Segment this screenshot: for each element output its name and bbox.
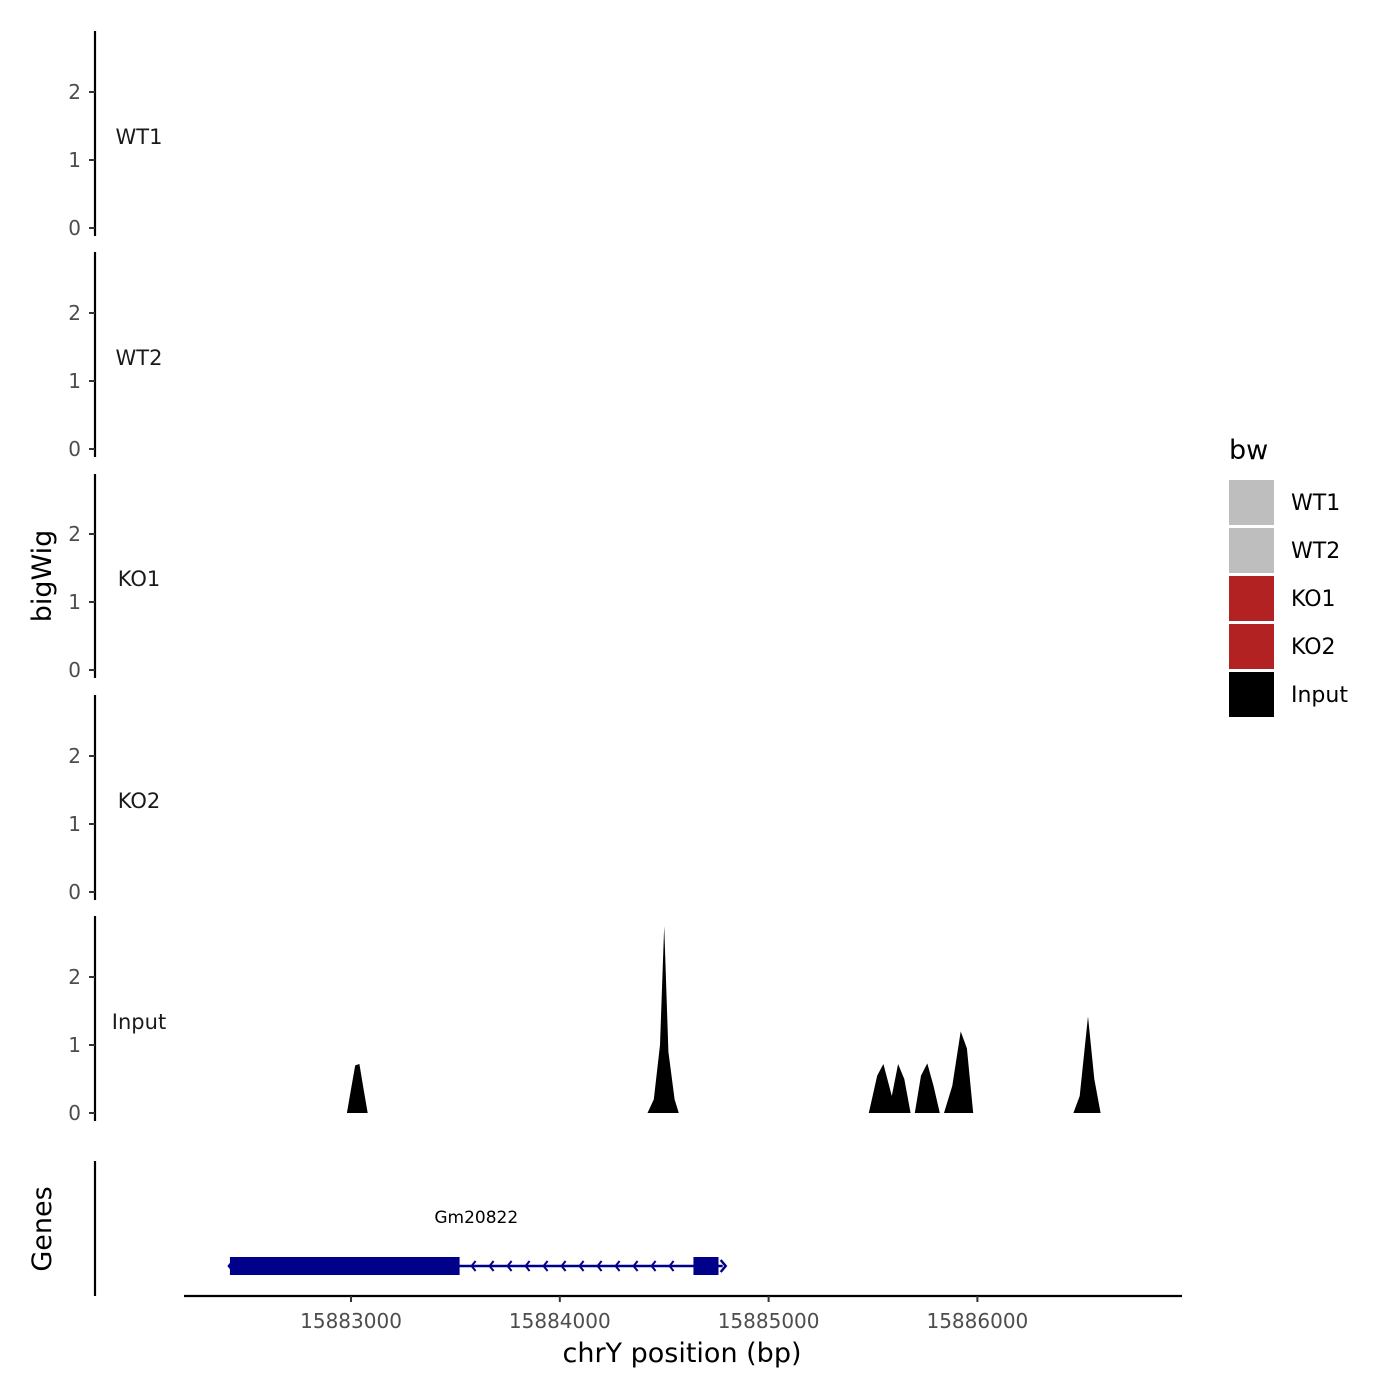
y-tick-label: 1 [68,369,81,393]
track-wt2: 0 1 2 WT2 [68,252,162,461]
legend-swatch [1229,624,1274,669]
gene-exon [229,1257,460,1275]
track-label: KO2 [118,789,161,813]
legend-item-ko2: KO2 [1229,624,1336,669]
legend-item-wt1: WT1 [1229,480,1340,525]
legend-label: KO1 [1291,587,1336,612]
strand-arrow [614,1260,621,1272]
strand-arrow [668,1260,675,1272]
x-tick-label: 15885000 [718,1309,820,1333]
strand-arrow [524,1260,531,1272]
signal-peak-2 [647,926,679,1113]
legend-item-ko1: KO1 [1229,576,1336,621]
strand-arrow [560,1260,567,1272]
legend-item-wt2: WT2 [1229,528,1340,573]
signal-peak-4 [914,1063,940,1113]
strand-arrow [506,1260,513,1272]
strand-arrow [650,1260,657,1272]
track-ko2: 0 1 2 KO2 [68,695,160,904]
signal-peak-6 [1073,1016,1101,1113]
strand-arrow [470,1260,477,1272]
y-tick-label: 2 [68,80,81,104]
y-tick-label: 0 [68,658,81,682]
signal-peak-1 [346,1064,368,1113]
y-tick-label: 2 [68,965,81,989]
strand-arrow [488,1260,495,1272]
y-tick-label: 2 [68,522,81,546]
x-tick-label: 15883000 [300,1309,402,1333]
y-tick-label: 1 [68,590,81,614]
x-tick-label: 15884000 [509,1309,611,1333]
x-tick-label: 15886000 [926,1309,1028,1333]
y-tick-label: 2 [68,301,81,325]
y-tick-label: 1 [68,812,81,836]
signal-peak-3 [868,1064,911,1113]
gene-gm20822: Gm20822 [227,1208,728,1275]
gene-name-label: Gm20822 [434,1208,518,1228]
legend-label: WT2 [1291,539,1340,564]
gene-exon [693,1257,719,1275]
track-wt1: 0 1 2 WT1 [68,31,162,240]
legend-title: bw [1229,435,1268,466]
legend: bw WT1 WT2 KO1 KO2 Input [1229,435,1348,717]
signal-peak-5 [944,1031,974,1113]
legend-swatch [1229,576,1274,621]
genes-panel-title: Genes [27,1186,58,1271]
y-tick-label: 0 [68,437,81,461]
track-label: Input [112,1010,166,1034]
y-tick-label: 1 [68,1033,81,1057]
gene-end-arrow [719,1259,728,1273]
legend-swatch [1229,480,1274,525]
legend-label: Input [1291,683,1348,708]
genes-panel: Gm20822 [93,1161,728,1296]
y-tick-label: 0 [68,216,81,240]
track-label: WT1 [116,125,163,149]
y-axis-title: bigWig [27,530,58,623]
y-tick-label: 0 [68,1101,81,1125]
y-tick-label: 2 [68,744,81,768]
x-axis-title: chrY position (bp) [562,1338,801,1369]
track-label: KO1 [118,567,161,591]
x-axis: 15883000 15884000 15885000 15886000 [184,1294,1182,1333]
gene-start-arrow [227,1259,235,1273]
strand-arrow [632,1260,639,1272]
y-tick-label: 0 [68,880,81,904]
legend-swatch [1229,672,1274,717]
legend-label: KO2 [1291,635,1336,660]
track-input: 0 1 2 Input [68,916,1101,1125]
track-label: WT2 [116,346,163,370]
legend-item-input: Input [1229,672,1348,717]
y-tick-label: 1 [68,148,81,172]
strand-arrow [596,1260,603,1272]
legend-label: WT1 [1291,491,1340,516]
legend-swatch [1229,528,1274,573]
bigwig-tracks: 0 1 2 WT1 0 1 2 WT2 0 1 2 KO1 0 1 2 KO2 0 1 2 Input [68,31,1101,1125]
strand-arrow [578,1260,585,1272]
track-ko1: 0 1 2 KO1 [68,474,160,682]
strand-arrow [542,1260,549,1272]
